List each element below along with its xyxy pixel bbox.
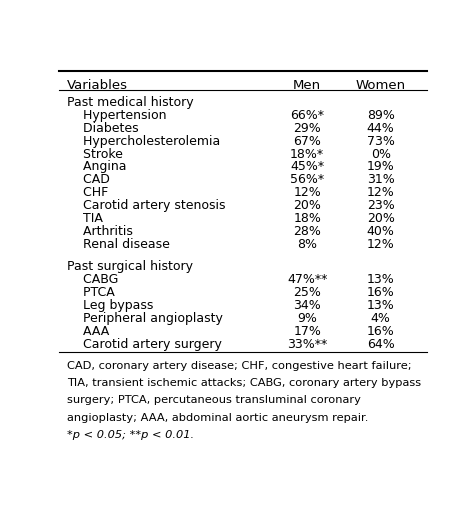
Text: 0%: 0%	[371, 148, 391, 161]
Text: 12%: 12%	[293, 186, 321, 199]
Text: 44%: 44%	[367, 122, 394, 135]
Text: AAA: AAA	[66, 324, 109, 338]
Text: CHF: CHF	[66, 186, 108, 199]
Text: 29%: 29%	[293, 122, 321, 135]
Text: Angina: Angina	[66, 160, 126, 173]
Text: PTCA: PTCA	[66, 286, 114, 299]
Text: 25%: 25%	[293, 286, 321, 299]
Text: 67%: 67%	[293, 135, 321, 148]
Text: 18%: 18%	[293, 212, 321, 225]
Text: 56%*: 56%*	[290, 173, 324, 187]
Text: 28%: 28%	[293, 225, 321, 238]
Text: 31%: 31%	[367, 173, 394, 187]
Text: Carotid artery stenosis: Carotid artery stenosis	[66, 199, 225, 212]
Text: 34%: 34%	[293, 299, 321, 312]
Text: TIA: TIA	[66, 212, 102, 225]
Text: Renal disease: Renal disease	[66, 238, 170, 251]
Text: 23%: 23%	[367, 199, 394, 212]
Text: 66%*: 66%*	[290, 109, 324, 122]
Text: Peripheral angioplasty: Peripheral angioplasty	[66, 312, 222, 325]
Text: CABG: CABG	[66, 273, 118, 286]
Text: 12%: 12%	[367, 186, 394, 199]
Text: 20%: 20%	[293, 199, 321, 212]
Text: 16%: 16%	[367, 286, 394, 299]
Text: 47%**: 47%**	[287, 273, 328, 286]
Text: Past medical history: Past medical history	[66, 96, 193, 109]
Text: surgery; PTCA, percutaneous transluminal coronary: surgery; PTCA, percutaneous transluminal…	[66, 395, 360, 406]
Text: Diabetes: Diabetes	[66, 122, 138, 135]
Text: Variables: Variables	[66, 79, 128, 92]
Text: 89%: 89%	[367, 109, 395, 122]
Text: 33%**: 33%**	[287, 338, 328, 350]
Text: 17%: 17%	[293, 324, 321, 338]
Text: 13%: 13%	[367, 299, 394, 312]
Text: 64%: 64%	[367, 338, 394, 350]
Text: 73%: 73%	[367, 135, 395, 148]
Text: Leg bypass: Leg bypass	[66, 299, 153, 312]
Text: 18%*: 18%*	[290, 148, 324, 161]
Text: Arthritis: Arthritis	[66, 225, 132, 238]
Text: angioplasty; AAA, abdominal aortic aneurysm repair.: angioplasty; AAA, abdominal aortic aneur…	[66, 413, 368, 422]
Text: Past surgical history: Past surgical history	[66, 260, 192, 273]
Text: 13%: 13%	[367, 273, 394, 286]
Text: CAD: CAD	[66, 173, 109, 187]
Text: Carotid artery surgery: Carotid artery surgery	[66, 338, 221, 350]
Text: Women: Women	[356, 79, 406, 92]
Text: 12%: 12%	[367, 238, 394, 251]
Text: *p < 0.05; **p < 0.01.: *p < 0.05; **p < 0.01.	[66, 430, 194, 440]
Text: 45%*: 45%*	[290, 160, 324, 173]
Text: 4%: 4%	[371, 312, 391, 325]
Text: 40%: 40%	[367, 225, 395, 238]
Text: TIA, transient ischemic attacks; CABG, coronary artery bypass: TIA, transient ischemic attacks; CABG, c…	[66, 378, 421, 388]
Text: Men: Men	[293, 79, 321, 92]
Text: Hypertension: Hypertension	[66, 109, 166, 122]
Text: 16%: 16%	[367, 324, 394, 338]
Text: 20%: 20%	[367, 212, 395, 225]
Text: 8%: 8%	[297, 238, 317, 251]
Text: CAD, coronary artery disease; CHF, congestive heart failure;: CAD, coronary artery disease; CHF, conge…	[66, 361, 411, 371]
Text: Hypercholesterolemia: Hypercholesterolemia	[66, 135, 220, 148]
Text: 9%: 9%	[297, 312, 317, 325]
Text: 19%: 19%	[367, 160, 394, 173]
Text: Stroke: Stroke	[66, 148, 122, 161]
